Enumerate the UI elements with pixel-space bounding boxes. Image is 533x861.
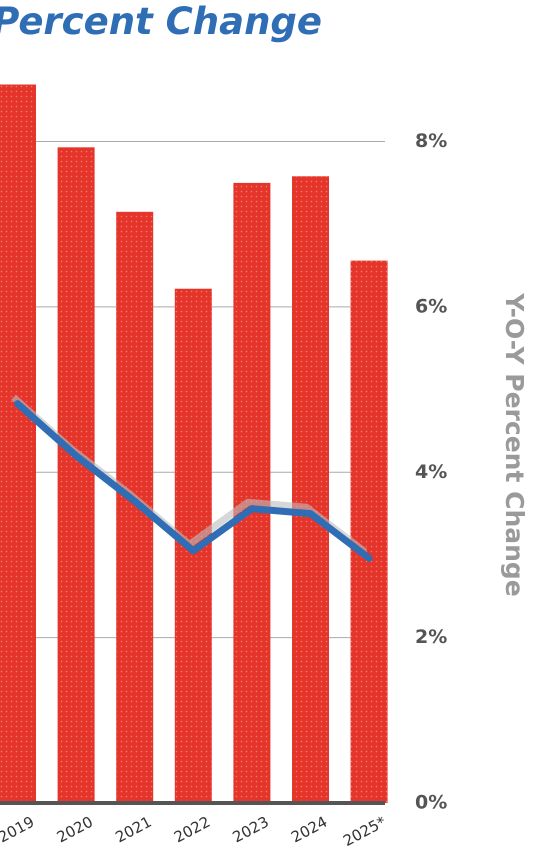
x-tick-label: 2025* xyxy=(340,812,389,850)
x-tick-label: 2019 xyxy=(0,813,37,847)
y-tick-label: 6% xyxy=(415,295,447,317)
y-axis-title: Y-O-Y Percent Change xyxy=(500,292,529,597)
x-tick-label: 2021 xyxy=(112,813,154,847)
bar xyxy=(233,182,271,803)
bar xyxy=(292,176,329,803)
chart-title: Percent Change xyxy=(0,0,322,43)
x-tick-label: 2024 xyxy=(288,813,330,847)
x-tick-label: 2020 xyxy=(54,813,96,847)
bar xyxy=(174,288,212,803)
y-tick-label: 8% xyxy=(415,130,447,152)
bar xyxy=(350,260,388,804)
y-tick-label: 4% xyxy=(415,461,447,483)
y-tick-label: 2% xyxy=(415,626,447,648)
y-tick-label: 0% xyxy=(415,792,447,814)
bar xyxy=(57,147,95,803)
x-tick-label: 2022 xyxy=(171,813,213,847)
x-tick-label: 2023 xyxy=(230,813,272,847)
bar xyxy=(0,84,36,804)
line xyxy=(14,400,373,562)
